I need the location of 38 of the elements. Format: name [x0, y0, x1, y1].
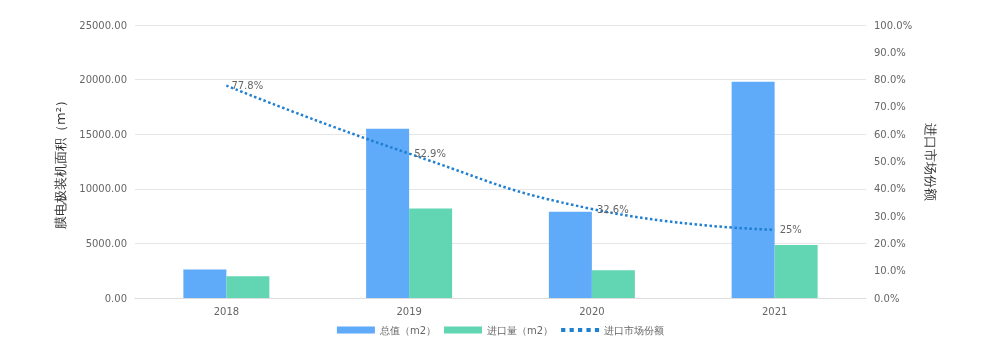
y-tick-label: 10000.00 — [79, 183, 127, 195]
x-tick-label: 2020 — [579, 305, 605, 317]
y2-tick-label: 20.0% — [874, 237, 906, 249]
legend-label: 总值（m2） — [378, 324, 437, 336]
bar — [731, 81, 775, 298]
data-label: 77.8% — [231, 80, 264, 92]
y2-tick-label: 100.0% — [874, 19, 913, 31]
bar — [183, 269, 227, 298]
y2-tick-label: 60.0% — [874, 128, 906, 140]
y-tick-label: 20000.00 — [79, 74, 127, 86]
y2-tick-label: 70.0% — [874, 101, 906, 113]
data-label: 25% — [779, 224, 802, 236]
y2-tick-label: 90.0% — [874, 46, 906, 58]
y-tick-label: 0.00 — [104, 292, 127, 304]
legend-label: 进口市场份额 — [604, 324, 665, 336]
bar — [591, 270, 635, 298]
x-tick-label: 2021 — [761, 305, 788, 317]
data-label: 52.9% — [414, 148, 446, 160]
bar — [366, 128, 410, 298]
bar — [548, 211, 592, 298]
data-label: 32.6% — [596, 203, 629, 215]
bar — [226, 276, 270, 298]
x-tick-label: 2018 — [213, 305, 240, 317]
x-tick-label: 2019 — [396, 305, 422, 317]
y2-tick-label: 80.0% — [874, 74, 906, 86]
y2-tick-label: 10.0% — [874, 265, 906, 277]
y2-axis-title: 进口市场份额 — [923, 122, 938, 201]
y-tick-label: 5000.00 — [85, 237, 127, 249]
y-tick-label: 25000.00 — [79, 19, 127, 31]
y2-tick-label: 0.0% — [874, 292, 900, 304]
bar — [409, 208, 453, 298]
legend-label: 进口量（m2） — [487, 324, 554, 336]
y2-tick-label: 30.0% — [874, 210, 906, 222]
bar — [774, 245, 818, 298]
y2-tick-label: 50.0% — [874, 156, 906, 167]
y-tick-label: 15000.00 — [79, 128, 127, 140]
y2-tick-label: 40.0% — [874, 183, 906, 195]
y-axis-title: 膜电极装机面积（m²） — [53, 94, 68, 229]
